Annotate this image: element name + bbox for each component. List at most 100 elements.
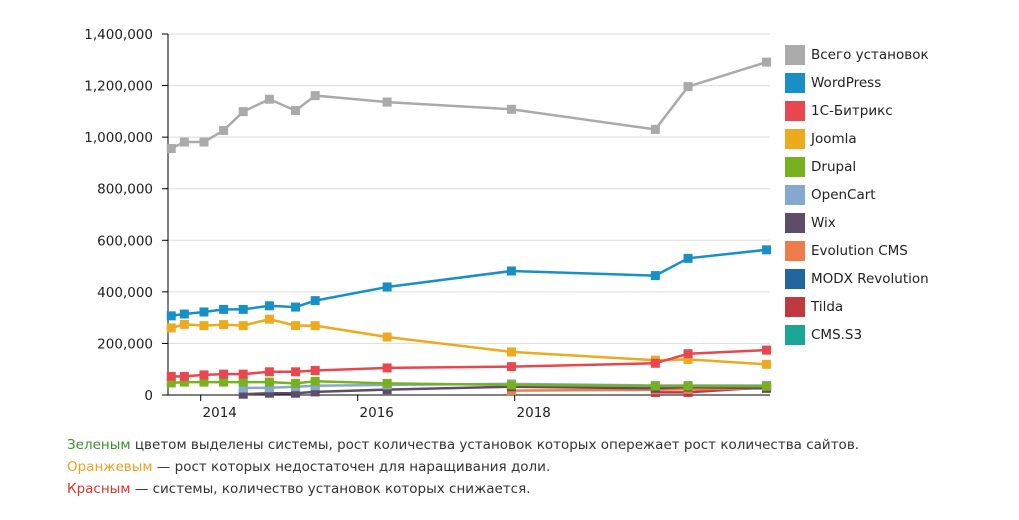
legend-label: Всего установок	[811, 46, 929, 63]
data-point	[291, 106, 301, 116]
data-point	[506, 380, 516, 390]
data-point	[382, 332, 392, 342]
x-tick-label: 2016	[360, 405, 394, 421]
data-point	[166, 323, 176, 333]
data-point	[683, 82, 693, 92]
legend-item[interactable]: Всего установок	[785, 37, 929, 72]
legend-swatch	[785, 100, 805, 121]
legend-item[interactable]: OpenCart	[785, 177, 929, 212]
data-point	[382, 282, 392, 292]
legend-swatch	[785, 156, 805, 177]
data-point	[238, 389, 248, 399]
note-orange-text: — рост которых недостаточен для наращива…	[152, 459, 551, 475]
y-tick-label: 200,000	[97, 336, 153, 352]
data-point	[506, 362, 516, 372]
data-point	[238, 304, 248, 314]
legend-swatch	[785, 296, 805, 317]
data-point	[264, 367, 274, 377]
data-point	[291, 378, 301, 388]
legend-swatch	[785, 184, 805, 205]
legend-swatch	[785, 72, 805, 93]
legend-item[interactable]: Joomla	[785, 121, 929, 156]
data-point	[264, 94, 274, 104]
data-point	[683, 349, 693, 359]
legend-item[interactable]: CMS.S3	[785, 317, 929, 352]
data-point	[683, 381, 693, 391]
y-tick-label: 600,000	[97, 233, 153, 249]
legend-swatch	[785, 44, 805, 65]
chart-notes: Зеленым цветом выделены системы, рост ко…	[67, 434, 859, 500]
legend-label: WordPress	[811, 74, 882, 91]
legend-label: OpenCart	[811, 186, 876, 203]
data-point	[683, 253, 693, 263]
data-point	[310, 366, 320, 376]
legend-label: Tilda	[811, 298, 844, 315]
legend-swatch	[785, 324, 805, 345]
legend-item[interactable]: MODX Revolution	[785, 261, 929, 296]
y-tick-label: 800,000	[97, 182, 153, 198]
legend-label: Joomla	[811, 130, 857, 147]
legend-item[interactable]: Tilda	[785, 289, 929, 324]
legend-item[interactable]: Evolution CMS	[785, 233, 929, 268]
legend-swatch	[785, 128, 805, 149]
legend-item[interactable]: 1С-Битрикс	[785, 93, 929, 128]
legend-label: Evolution CMS	[811, 242, 908, 259]
legend-label: Drupal	[811, 158, 857, 175]
data-point	[199, 137, 209, 147]
data-point	[382, 378, 392, 388]
legend-item[interactable]: Wix	[785, 205, 929, 240]
data-point	[199, 377, 209, 387]
data-point	[291, 302, 301, 312]
data-point	[762, 359, 772, 369]
data-point	[291, 367, 301, 377]
data-point	[179, 319, 189, 329]
data-point	[219, 320, 229, 330]
data-point	[310, 321, 320, 331]
y-tick-label: 1,400,000	[84, 27, 153, 43]
data-point	[650, 381, 660, 391]
note-orange: Оранжевым — рост которых недостаточен дл…	[67, 456, 859, 478]
data-point	[650, 358, 660, 368]
data-point	[199, 321, 209, 331]
data-point	[762, 245, 772, 255]
data-point	[291, 388, 301, 398]
series-line-1	[171, 248, 767, 318]
data-point	[382, 97, 392, 107]
data-point	[219, 369, 229, 379]
note-green-highlight: Зеленым	[67, 437, 131, 453]
data-point	[219, 377, 229, 387]
data-point	[166, 143, 176, 153]
data-point	[506, 347, 516, 357]
data-point	[291, 321, 301, 331]
data-point	[238, 321, 248, 331]
data-point	[762, 57, 772, 67]
data-point	[179, 371, 189, 381]
legend-item[interactable]: Drupal	[785, 149, 929, 184]
y-tick-label: 1,000,000	[84, 130, 153, 146]
x-tick-label: 2014	[203, 405, 237, 421]
data-point	[683, 354, 693, 364]
note-red: Красным — системы, количество установок …	[67, 478, 859, 500]
series-line-4	[171, 380, 767, 388]
legend-swatch	[785, 268, 805, 289]
legend-label: Wix	[811, 214, 836, 231]
data-point	[219, 304, 229, 314]
data-point	[264, 314, 274, 324]
x-tick-label: 2018	[517, 405, 551, 421]
data-point	[762, 345, 772, 355]
line-chart: 0 200,000 400,000 600,000 800,000 1,000,000 1,…	[84, 27, 772, 421]
data-point	[310, 387, 320, 397]
y-tick-label: 400,000	[97, 285, 153, 301]
data-point	[166, 371, 176, 381]
data-point	[264, 388, 274, 398]
data-point	[506, 104, 516, 114]
data-point	[238, 107, 248, 117]
note-green: Зеленым цветом выделены системы, рост ко…	[67, 434, 859, 456]
legend-item[interactable]: WordPress	[785, 65, 929, 100]
data-point	[264, 377, 274, 387]
data-point	[179, 377, 189, 387]
data-point	[506, 266, 516, 276]
legend-label: 1С-Битрикс	[811, 102, 893, 119]
data-point	[310, 376, 320, 386]
data-point	[382, 385, 392, 395]
